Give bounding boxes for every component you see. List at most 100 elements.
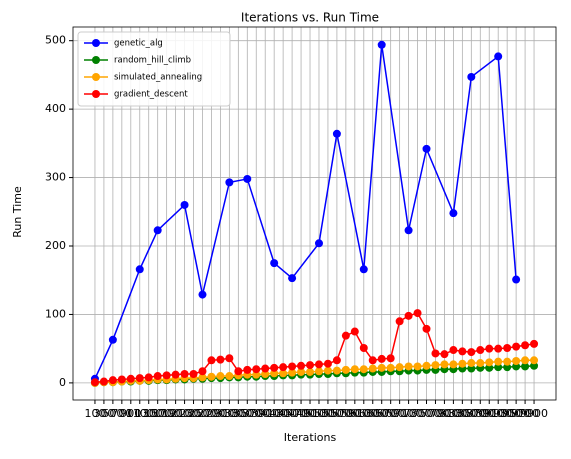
legend-marker — [92, 73, 100, 81]
x-tick-label: 7500 — [413, 407, 441, 420]
point — [467, 348, 476, 357]
point — [261, 364, 270, 373]
x-tick-label: 3100 — [215, 407, 243, 420]
x-tick-label: 1500 — [144, 407, 172, 420]
point — [431, 349, 440, 358]
point — [153, 226, 162, 235]
point — [503, 357, 512, 366]
point — [270, 363, 279, 372]
point — [198, 290, 207, 299]
x-tick-label: 2900 — [206, 407, 234, 420]
point — [117, 375, 126, 384]
point — [503, 363, 512, 372]
x-tick-label: 6900 — [386, 407, 414, 420]
point — [494, 363, 503, 372]
y-tick-label: 0 — [59, 376, 66, 389]
point — [288, 274, 297, 283]
x-tick-label: 3500 — [233, 407, 261, 420]
x-tick-label: 2500 — [188, 407, 216, 420]
x-tick-label: 6500 — [368, 407, 396, 420]
point — [314, 239, 323, 248]
x-tick-label: 8300 — [448, 407, 476, 420]
point — [306, 367, 315, 376]
point — [458, 347, 467, 356]
point — [530, 361, 539, 370]
point — [467, 364, 476, 373]
point — [162, 371, 171, 380]
point — [377, 363, 386, 372]
point — [180, 369, 189, 378]
point — [225, 354, 234, 363]
point — [485, 344, 494, 353]
point — [440, 350, 449, 359]
point — [332, 129, 341, 138]
point — [359, 365, 368, 374]
x-tick-label: 4100 — [260, 407, 288, 420]
legend-box — [77, 31, 231, 107]
point — [530, 339, 539, 348]
point — [449, 360, 458, 369]
plot-frame — [72, 26, 557, 401]
point — [252, 365, 261, 374]
point — [422, 324, 431, 333]
point — [476, 346, 485, 355]
point — [207, 372, 216, 381]
x-tick-label: 9500 — [502, 407, 530, 420]
point — [521, 356, 530, 365]
point — [99, 377, 108, 386]
x-tick-label: 100 — [84, 407, 105, 420]
point — [449, 209, 458, 218]
point — [431, 361, 440, 370]
point — [449, 346, 458, 355]
y-tick-label: 300 — [45, 171, 66, 184]
point — [243, 174, 252, 183]
point — [476, 359, 485, 368]
y-axis-label: Run Time — [11, 186, 24, 238]
point — [216, 372, 225, 381]
x-tick-label: 6700 — [377, 407, 405, 420]
point — [359, 343, 368, 352]
x-tick-label: 1900 — [162, 407, 190, 420]
point — [297, 361, 306, 370]
point — [485, 358, 494, 367]
point — [485, 363, 494, 372]
x-tick-label: 4300 — [269, 407, 297, 420]
point — [494, 52, 503, 61]
point — [521, 341, 530, 350]
x-tick-label: 3900 — [251, 407, 279, 420]
x-tick-label: 8500 — [457, 407, 485, 420]
point — [279, 363, 288, 372]
point — [135, 265, 144, 274]
point — [440, 360, 449, 369]
point — [422, 361, 431, 370]
x-tick-label: 5100 — [305, 407, 333, 420]
point — [368, 356, 377, 365]
point — [323, 359, 332, 368]
point — [306, 361, 315, 370]
y-tick-label: 400 — [45, 102, 66, 115]
point — [234, 367, 243, 376]
point — [530, 356, 539, 365]
x-tick-label: 300 — [93, 407, 114, 420]
x-tick-label: 4500 — [278, 407, 306, 420]
point — [225, 178, 234, 187]
point — [180, 200, 189, 209]
x-tick-label: 8700 — [466, 407, 494, 420]
point — [270, 259, 279, 268]
x-tick-label: 9300 — [493, 407, 521, 420]
x-tick-label: 7700 — [421, 407, 449, 420]
legend-label: genetic_alg — [114, 39, 163, 49]
point — [332, 366, 341, 375]
y-tick-label: 100 — [45, 307, 66, 320]
legend-marker — [92, 39, 100, 47]
point — [198, 367, 207, 376]
x-tick-label: 5700 — [332, 407, 360, 420]
point — [243, 365, 252, 374]
legend-marker — [92, 56, 100, 64]
point — [512, 356, 521, 365]
y-tick-label: 500 — [45, 34, 66, 47]
point — [512, 362, 521, 371]
x-tick-label: 8900 — [475, 407, 503, 420]
x-tick-label: 1100 — [126, 407, 154, 420]
x-tick-label: 7900 — [430, 407, 458, 420]
